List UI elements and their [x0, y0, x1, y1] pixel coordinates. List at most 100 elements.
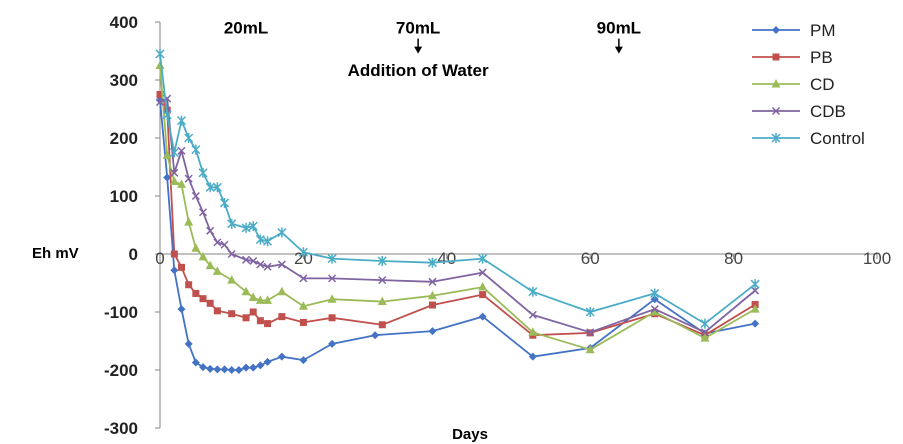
data-point: [156, 91, 164, 98]
annotation-label: Addition of Water: [348, 61, 489, 80]
y-tick-label: -100: [104, 303, 138, 322]
data-point: [184, 217, 194, 226]
legend-item: CDB: [752, 102, 846, 121]
legend-label: PM: [810, 21, 836, 40]
data-point: [198, 167, 208, 178]
data-point: [191, 243, 201, 252]
data-point: [378, 321, 386, 329]
x-axis: 0 20 40 60 80 100: [155, 249, 891, 268]
data-point: [212, 182, 222, 193]
arrow-icon: [614, 46, 623, 54]
data-point: [249, 256, 258, 265]
data-point: [428, 301, 436, 309]
data-point: [528, 327, 538, 336]
data-point: [155, 98, 165, 107]
data-point: [213, 238, 222, 247]
legend-item: PM: [752, 21, 836, 40]
series-line: [159, 100, 756, 371]
data-point: [256, 260, 265, 269]
legend-marker: [771, 106, 781, 116]
series-control: [155, 48, 760, 329]
data-point: [427, 257, 437, 268]
data-point: [478, 268, 487, 277]
data-point: [242, 255, 251, 264]
data-point: [299, 318, 307, 326]
data-point: [249, 363, 258, 372]
series-line: [159, 97, 756, 334]
data-point: [162, 109, 172, 120]
data-point: [213, 307, 221, 315]
data-point: [299, 274, 308, 283]
data-point: [212, 266, 222, 275]
data-point: [328, 274, 337, 283]
data-point: [206, 226, 215, 235]
data-point: [479, 291, 487, 299]
data-point: [198, 251, 208, 261]
data-point: [700, 328, 709, 337]
data-point: [263, 295, 273, 304]
data-point: [377, 255, 387, 266]
data-point: [478, 253, 488, 264]
data-point: [219, 197, 230, 208]
annotation-label: 70mL: [396, 19, 440, 38]
data-point: [248, 221, 258, 232]
series-pm: [156, 96, 760, 374]
data-point: [242, 314, 250, 322]
data-point: [205, 260, 215, 270]
legend-marker: [771, 79, 781, 88]
y-tick-label: 0: [129, 245, 138, 264]
annotations: 20mL 70mL Addition of Water 90mL: [224, 19, 641, 80]
data-point: [586, 328, 595, 337]
data-point: [378, 276, 387, 285]
data-point: [585, 344, 595, 354]
legend-item: CD: [752, 75, 835, 94]
data-point: [241, 222, 251, 233]
data-point: [220, 365, 229, 374]
data-point: [278, 313, 286, 321]
y-tick-label: 400: [110, 13, 138, 32]
data-point: [184, 339, 193, 348]
data-point: [263, 236, 273, 247]
data-point: [163, 173, 172, 182]
data-point: [298, 247, 308, 258]
data-point: [256, 361, 265, 370]
data-point: [428, 327, 437, 336]
legend-label: PB: [810, 48, 833, 67]
data-point: [528, 310, 537, 319]
data-point: [191, 144, 201, 155]
data-point: [751, 319, 760, 328]
data-point: [199, 363, 208, 372]
data-point: [299, 356, 308, 365]
data-point: [227, 275, 237, 284]
x-tick-label: 60: [581, 249, 600, 268]
y-tick-label: 200: [110, 129, 138, 148]
data-point: [206, 299, 214, 307]
data-point: [241, 286, 251, 296]
data-point: [256, 317, 264, 325]
data-point: [327, 294, 337, 303]
data-point: [177, 146, 186, 155]
data-point: [750, 279, 760, 290]
y-axis: 400 300 200 100 0 -100 -200 -300: [104, 13, 161, 438]
data-point: [750, 304, 760, 313]
data-point: [191, 191, 200, 201]
data-point: [427, 290, 437, 300]
y-tick-label: 300: [110, 71, 138, 90]
data-point: [170, 250, 178, 258]
data-point: [528, 286, 538, 297]
data-point: [227, 249, 236, 259]
data-point: [371, 331, 380, 340]
series-cdb: [155, 94, 760, 337]
data-point: [169, 147, 179, 158]
x-tick-label: 40: [437, 249, 456, 268]
data-point: [213, 365, 222, 374]
data-point: [176, 115, 187, 126]
data-point: [170, 266, 179, 275]
data-point: [327, 253, 337, 264]
x-tick-label: 80: [724, 249, 743, 268]
data-point: [478, 282, 488, 291]
data-point: [650, 305, 659, 314]
data-point: [155, 48, 165, 59]
data-point: [205, 182, 215, 193]
